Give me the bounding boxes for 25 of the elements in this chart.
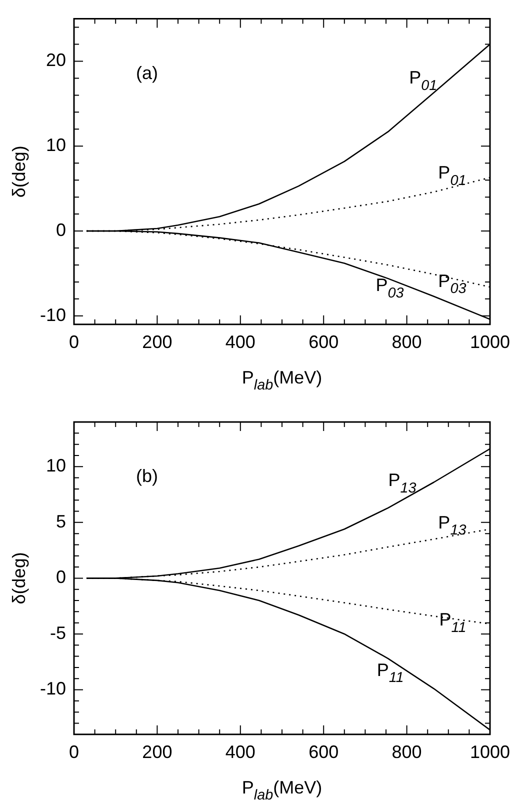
y-tick-label: 10 xyxy=(46,135,66,156)
x-tick-label: 800 xyxy=(392,742,422,762)
x-tick-label: 1000 xyxy=(470,332,510,352)
x-tick-label: 400 xyxy=(225,742,256,762)
y-tick-label: 0 xyxy=(56,567,66,588)
annotation: (a) xyxy=(136,62,158,83)
x-tick-label: 600 xyxy=(308,332,339,352)
x-tick-label: 800 xyxy=(392,332,422,352)
y-tick-label: -5 xyxy=(50,622,66,643)
y-tick-label: 0 xyxy=(56,220,66,240)
y-tick-label: 5 xyxy=(56,511,66,532)
x-tick-label: 200 xyxy=(142,742,172,762)
y-tick-label: 10 xyxy=(46,456,66,476)
x-tick-label: 0 xyxy=(68,332,80,352)
y-axis-title: δ(deg) xyxy=(8,552,29,604)
x-tick-label: 600 xyxy=(308,742,339,762)
x-tick-label: 1000 xyxy=(470,742,510,762)
y-tick-label: 20 xyxy=(46,50,66,70)
y-tick-label: -10 xyxy=(40,304,66,325)
y-axis-title: δ(deg) xyxy=(8,146,29,198)
y-tick-label: -10 xyxy=(40,678,66,699)
x-tick-label: 0 xyxy=(68,742,80,762)
x-tick-label: 200 xyxy=(142,332,172,352)
x-tick-label: 400 xyxy=(225,332,256,352)
annotation: (b) xyxy=(136,466,158,486)
